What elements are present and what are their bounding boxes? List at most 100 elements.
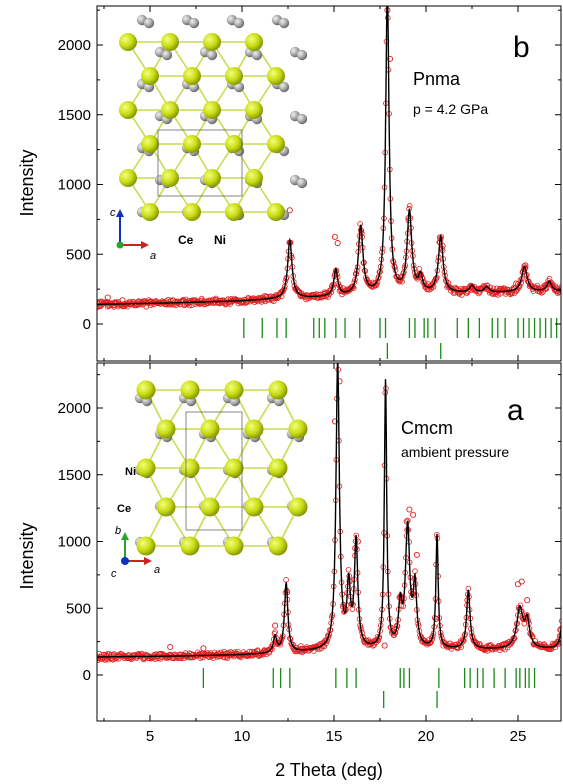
observed-point	[286, 207, 293, 214]
y-tick-label: 2000	[58, 400, 91, 417]
ce-atom	[244, 419, 264, 439]
ce-atom	[288, 419, 308, 439]
observed-point	[111, 300, 119, 307]
crystal-structure-inset-top: Ce Ni c a	[110, 14, 308, 262]
ce-atom	[225, 67, 243, 85]
axis-a-label-top: a	[150, 250, 156, 262]
panel-letter-b: b	[513, 31, 530, 64]
calculated-curve-bottom	[97, 363, 561, 658]
y-axis-label-bottom: Intensity	[17, 522, 37, 589]
ni-atom	[296, 113, 308, 125]
observed-point	[97, 657, 98, 662]
y-tick-label: 2000	[58, 37, 91, 54]
observed-points-top	[97, 7, 561, 311]
space-group-top: Pnma	[413, 69, 461, 89]
axes-bottom: 0 500 1000 1500 2000 5 10 15 20 25	[58, 363, 561, 745]
x-axis-label: 2 Theta (deg)	[275, 760, 383, 780]
ce-atom	[225, 135, 243, 153]
observed-point	[194, 300, 201, 307]
ce-atom	[267, 67, 285, 85]
ce-atom	[268, 458, 288, 478]
observed-point	[524, 612, 530, 618]
observed-point	[331, 418, 338, 425]
observed-point	[334, 240, 341, 247]
observed-point	[280, 287, 287, 293]
observed-point	[406, 506, 413, 513]
observed-point	[534, 282, 540, 289]
observed-point	[406, 203, 413, 209]
ce-atom	[183, 135, 201, 153]
atom-label-ce-top: Ce	[178, 233, 194, 247]
crystal-structure-inset-bottom: Ni Ce b c a	[111, 380, 308, 580]
observed-point	[272, 622, 279, 629]
ce-atom	[224, 380, 244, 400]
ce-atom	[141, 135, 159, 153]
observed-point	[410, 511, 417, 518]
y-axis-label-top: Intensity	[17, 149, 37, 216]
axis-a-arrowhead-top	[141, 241, 149, 249]
plot-frame-bottom	[96, 362, 562, 722]
axis-b-label-bottom: b	[115, 525, 121, 537]
x-tick-label: 25	[510, 728, 527, 745]
axis-c-label-bottom: c	[111, 568, 117, 580]
axis-a-label-bottom: a	[154, 564, 160, 576]
observed-point	[558, 627, 561, 634]
ce-atom	[180, 380, 200, 400]
ce-atom	[156, 497, 176, 517]
x-tick-label: 20	[418, 728, 435, 745]
ce-atom	[136, 380, 156, 400]
observed-point	[331, 233, 338, 240]
ce-atom	[136, 536, 156, 556]
ce-atom	[288, 497, 308, 517]
axis-b-arrowhead-bottom	[121, 532, 129, 540]
unit-cell-top	[157, 129, 243, 197]
ce-atom	[245, 101, 263, 119]
ni-atom	[188, 17, 200, 29]
ni-atom	[296, 177, 308, 189]
observed-point	[416, 265, 423, 272]
observed-point	[521, 263, 528, 270]
observed-point	[542, 284, 549, 291]
observed-point	[119, 297, 126, 304]
y-tick-label: 500	[66, 246, 91, 263]
ce-atom	[180, 536, 200, 556]
observed-point	[186, 302, 193, 309]
space-group-bottom: Cmcm	[401, 418, 453, 438]
observed-point	[174, 298, 181, 305]
ce-atom	[180, 458, 200, 478]
axes-top: 0 500 1000 1500 2000	[58, 6, 561, 361]
ce-atom	[183, 67, 201, 85]
observed-point	[514, 581, 522, 588]
observed-point	[167, 643, 174, 651]
ce-atom	[183, 203, 201, 221]
ce-atom	[268, 536, 288, 556]
y-tick-label: 0	[83, 316, 91, 333]
observed-point	[399, 278, 405, 285]
ce-atom	[161, 169, 179, 187]
observed-point	[349, 606, 356, 612]
observed-point	[283, 576, 289, 583]
ce-atom	[200, 419, 220, 439]
ce-atom	[119, 101, 137, 119]
ce-atom	[267, 135, 285, 153]
panel-b: 0 500 1000 1500 2000 Ce Ni c a b Pnma p = 4.…	[17, 5, 562, 362]
condition-bottom: ambient pressure	[401, 444, 509, 460]
ni-atom	[206, 49, 218, 61]
y-tick-label: 0	[83, 667, 91, 684]
x-tick-label: 5	[146, 728, 154, 745]
ni-atom	[161, 49, 173, 61]
ce-atom	[245, 33, 263, 51]
x-tick-label: 15	[326, 728, 343, 745]
ni-atom	[143, 17, 155, 29]
observed-point	[558, 618, 561, 624]
observed-point	[551, 286, 558, 293]
y-tick-label: 500	[66, 600, 91, 617]
observed-point	[513, 280, 520, 287]
atom-label-ce-bottom: Ce	[117, 503, 131, 515]
observed-point	[97, 304, 100, 311]
observed-point	[325, 294, 331, 301]
observed-point	[160, 298, 167, 305]
ce-atom	[267, 203, 285, 221]
observed-point	[412, 568, 418, 574]
